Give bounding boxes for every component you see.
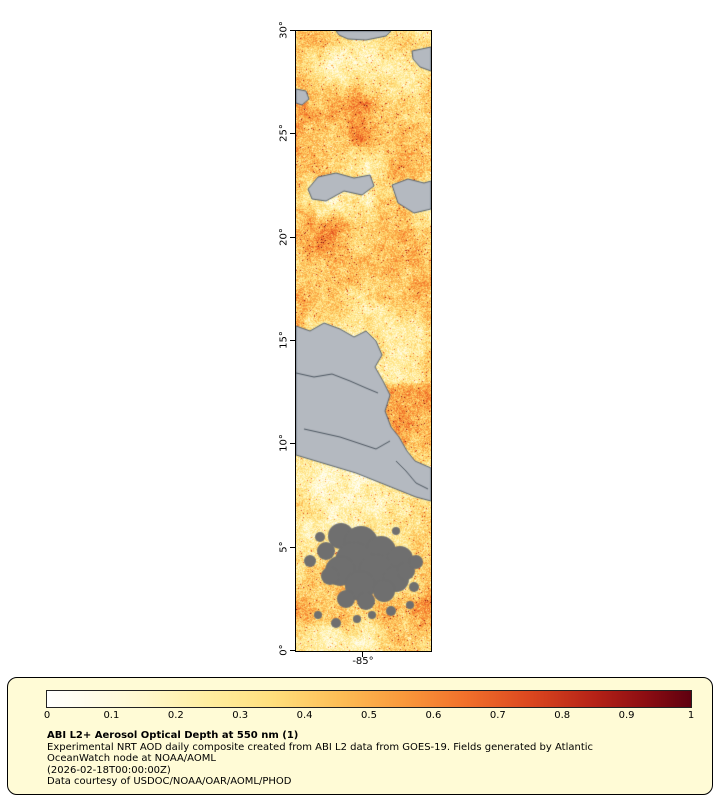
latitude-tick-label: 0° <box>278 644 290 656</box>
colorbar-tick-label: 0.5 <box>361 710 377 721</box>
latitude-tick-mark <box>290 236 295 238</box>
latitude-tick-mark <box>290 546 295 548</box>
latitude-tick-mark <box>290 133 295 135</box>
map-panel <box>295 30 432 652</box>
colorbar-tick-label: 0.3 <box>232 710 249 721</box>
legend-timestamp: (2026-02-18T00:00:00Z) <box>47 764 171 776</box>
legend-description-line1: Experimental NRT AOD daily composite cre… <box>47 741 594 753</box>
legend-credit: Data courtesy of USDOC/NOAA/OAR/AOML/PHO… <box>47 776 292 788</box>
colorbar-tick-label: 0.8 <box>554 710 571 721</box>
colorbar-tick-label: 0 <box>43 710 51 721</box>
aod-map-canvas <box>296 31 431 651</box>
colorbar-tick-labels: 0 0.1 0.2 0.3 0.4 0.5 0.6 0.7 0.8 0.9 1 <box>43 710 695 723</box>
colorbar-tick-label: 0.9 <box>618 710 635 721</box>
colorbar-tick-label: 0.1 <box>103 710 120 721</box>
legend-box: 0 0.1 0.2 0.3 0.4 0.5 0.6 0.7 0.8 0.9 1 ABI L2+ Ae… <box>7 677 713 795</box>
longitude-tick-mark <box>362 652 363 657</box>
colorbar <box>46 690 692 708</box>
latitude-tick-label: 25° <box>278 124 290 143</box>
latitude-tick-mark <box>290 340 295 341</box>
latitude-tick-mark <box>290 650 295 651</box>
latitude-tick-mark <box>290 443 295 445</box>
latitude-tick-label: 20° <box>278 227 290 246</box>
longitude-tick-label: -85° <box>352 656 374 667</box>
legend-title: ABI L2+ Aerosol Optical Depth at 550 nm … <box>47 730 299 741</box>
latitude-tick-label: 15° <box>278 331 290 349</box>
colorbar-tick-label: 0.2 <box>167 710 184 721</box>
legend-description-line2: OceanWatch node at NOAA/AOML <box>47 753 216 765</box>
colorbar-tick-label: 0.6 <box>425 710 442 721</box>
latitude-tick-mark <box>290 30 295 31</box>
legend-text: ABI L2+ Aerosol Optical Depth at 550 nm … <box>47 730 700 788</box>
latitude-tick-label: 30° <box>278 21 290 39</box>
colorbar-tick-label: 0.7 <box>489 710 506 721</box>
latitude-tick-label: 5° <box>278 540 290 553</box>
latitude-tick-label: 10° <box>278 434 290 453</box>
colorbar-tick-label: 0.4 <box>296 710 313 721</box>
colorbar-tick-label: 1 <box>687 710 695 721</box>
